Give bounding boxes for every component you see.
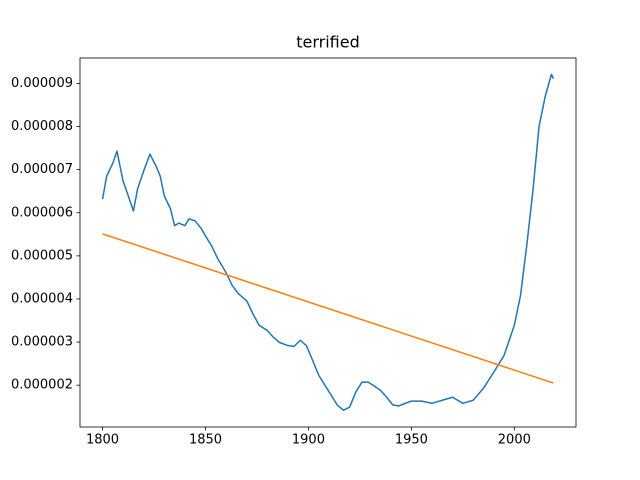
line-series xyxy=(102,233,554,384)
y-tick-label: 0.000002 xyxy=(11,378,73,393)
x-tick-label: 1900 xyxy=(292,433,325,448)
y-tick-label: 0.000009 xyxy=(11,76,73,91)
x-tick-label: 1800 xyxy=(86,433,119,448)
x-tick-label: 1850 xyxy=(189,433,222,448)
y-tick-label: 0.000005 xyxy=(11,248,73,263)
y-tick-label: 0.000003 xyxy=(11,335,73,350)
line-series xyxy=(101,73,555,411)
y-tick-label: 0.000006 xyxy=(11,205,73,220)
y-tick-label: 0.000007 xyxy=(11,162,73,177)
x-tick-label: 2000 xyxy=(498,433,531,448)
x-tick-label: 1950 xyxy=(395,433,428,448)
plot-frame xyxy=(79,57,577,428)
y-tick-label: 0.000004 xyxy=(11,291,73,306)
y-tick-label: 0.000008 xyxy=(11,119,73,134)
chart-title: terrified xyxy=(296,33,360,52)
